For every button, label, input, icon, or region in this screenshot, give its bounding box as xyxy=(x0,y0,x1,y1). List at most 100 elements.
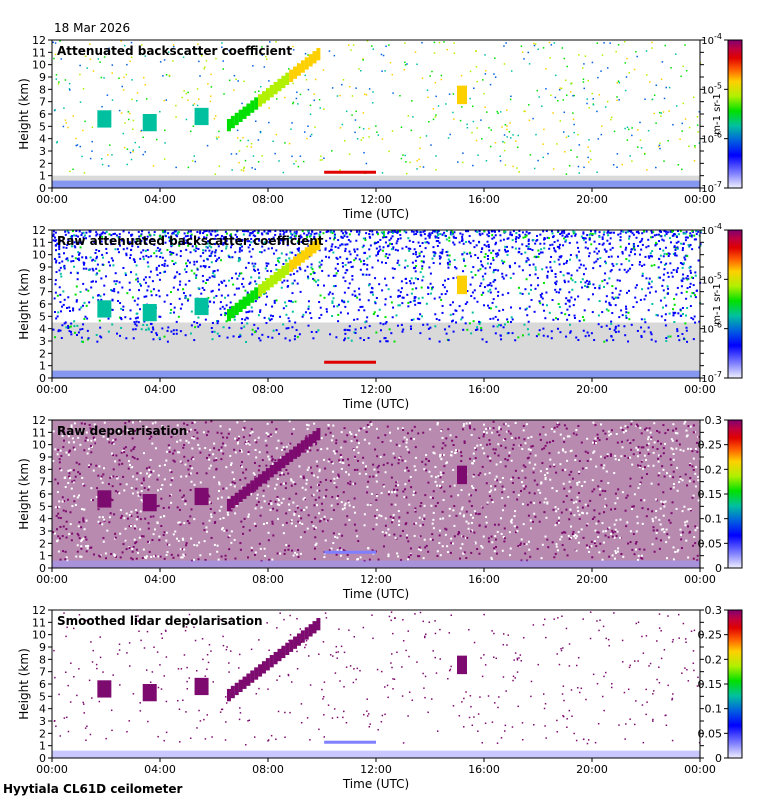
colorbar-unit: m-1 sr-1 xyxy=(712,283,723,325)
colorbar-tick-label: 0.1 xyxy=(705,513,723,526)
y-tick-label: 6 xyxy=(39,298,46,311)
x-tick-label: 12:00 xyxy=(360,383,392,396)
y-tick-label: 12 xyxy=(32,34,46,47)
x-tick-label: 04:00 xyxy=(144,573,176,586)
y-tick-label: 3 xyxy=(39,715,46,728)
y-tick-label: 11 xyxy=(32,46,46,59)
cloud-features xyxy=(52,238,700,378)
x-tick-label: 00:00 xyxy=(36,573,68,586)
heatmap-texture xyxy=(53,611,701,746)
x-tick-label: 08:00 xyxy=(252,573,284,586)
boundary-layer xyxy=(52,560,700,568)
x-tick-label: 04:00 xyxy=(144,193,176,206)
y-tick-label: 2 xyxy=(39,537,46,550)
colorbar-tick-label: 10-5 xyxy=(701,271,722,286)
y-tick-label: 5 xyxy=(39,310,46,323)
x-tick-label: 04:00 xyxy=(144,763,176,776)
y-tick-label: 4 xyxy=(39,323,46,336)
y-tick-label: 4 xyxy=(39,133,46,146)
colorbar-tick-label: 0 xyxy=(715,752,722,765)
x-tick-label: 20:00 xyxy=(576,763,608,776)
x-tick-label: 00:00 xyxy=(36,193,68,206)
colorbar-tick-label: 10-7 xyxy=(701,370,722,385)
y-tick-label: 5 xyxy=(39,690,46,703)
x-tick-label: 12:00 xyxy=(360,193,392,206)
y-tick-label: 10 xyxy=(32,59,46,72)
colorbar-unit: m-1 sr-1 xyxy=(712,93,723,135)
y-tick-label: 8 xyxy=(39,83,46,96)
y-tick-label: 12 xyxy=(32,224,46,237)
footer-label: Hyytiala CL61D ceilometer xyxy=(3,782,183,796)
plot-area xyxy=(52,40,700,188)
y-tick-label: 1 xyxy=(39,360,46,373)
y-tick-label: 6 xyxy=(39,108,46,121)
y-tick-label: 12 xyxy=(32,414,46,427)
x-tick-label: 20:00 xyxy=(576,573,608,586)
y-tick-label: 5 xyxy=(39,500,46,513)
colorbar-tick-label: 0.3 xyxy=(705,604,723,617)
y-tick-label: 3 xyxy=(39,335,46,348)
y-tick-label: 10 xyxy=(32,249,46,262)
y-axis-label: Height (km) xyxy=(17,648,31,719)
y-tick-label: 2 xyxy=(39,727,46,740)
colorbar xyxy=(727,39,743,189)
boundary-layer xyxy=(52,370,700,378)
panel-title: Attenuated backscatter coefficient xyxy=(57,44,292,58)
y-tick-label: 0 xyxy=(39,182,46,195)
noise-floor xyxy=(52,322,700,378)
heatmap-texture xyxy=(52,230,702,378)
x-tick-label: 04:00 xyxy=(144,383,176,396)
x-tick-label: 20:00 xyxy=(576,383,608,396)
y-tick-label: 1 xyxy=(39,740,46,753)
y-tick-label: 11 xyxy=(32,236,46,249)
colorbar-tick-label: 10-5 xyxy=(701,81,722,96)
y-tick-label: 7 xyxy=(39,286,46,299)
x-tick-label: 00:00 xyxy=(36,383,68,396)
colorbar-tick-label: 0 xyxy=(715,562,722,575)
x-tick-label: 00:00 xyxy=(36,763,68,776)
y-axis-label: Height (km) xyxy=(17,458,31,529)
y-tick-label: 2 xyxy=(39,157,46,170)
x-axis-label: Time (UTC) xyxy=(342,777,409,791)
x-tick-label: 08:00 xyxy=(252,383,284,396)
colorbar-tick-label: 0.15 xyxy=(698,678,723,691)
x-tick-label: 00:00 xyxy=(684,763,716,776)
y-tick-label: 10 xyxy=(32,439,46,452)
y-tick-label: 5 xyxy=(39,120,46,133)
panels: Attenuated backscatter coefficient012345… xyxy=(17,32,743,791)
x-tick-label: 16:00 xyxy=(468,573,500,586)
y-tick-label: 6 xyxy=(39,678,46,691)
y-tick-label: 7 xyxy=(39,476,46,489)
colorbar-tick-label: 0.05 xyxy=(698,537,723,550)
colorbar-tick-label: 0.25 xyxy=(698,439,723,452)
x-tick-label: 00:00 xyxy=(684,383,716,396)
panel-1: Attenuated backscatter coefficient012345… xyxy=(17,32,743,221)
panel-2: Raw attenuated backscatter coefficient01… xyxy=(17,222,743,411)
boundary-layer xyxy=(52,750,700,758)
y-tick-label: 11 xyxy=(32,616,46,629)
y-tick-label: 8 xyxy=(39,653,46,666)
panel-title: Raw depolarisation xyxy=(57,424,187,438)
x-axis-label: Time (UTC) xyxy=(342,587,409,601)
colorbar-tick-label: 10-6 xyxy=(701,321,722,336)
heatmap-texture xyxy=(52,420,702,568)
x-tick-label: 16:00 xyxy=(468,763,500,776)
colorbar xyxy=(727,229,743,379)
y-tick-label: 1 xyxy=(39,170,46,183)
y-tick-label: 2 xyxy=(39,347,46,360)
y-tick-label: 0 xyxy=(39,752,46,765)
x-tick-label: 00:00 xyxy=(684,193,716,206)
colorbar-tick-label: 10-4 xyxy=(701,32,722,47)
y-tick-label: 3 xyxy=(39,145,46,158)
y-tick-label: 0 xyxy=(39,372,46,385)
y-tick-label: 4 xyxy=(39,513,46,526)
panel-4: Smoothed lidar depolarisation01234567891… xyxy=(17,604,743,791)
y-tick-label: 0 xyxy=(39,562,46,575)
y-tick-label: 7 xyxy=(39,666,46,679)
boundary-layer xyxy=(52,180,700,188)
x-tick-label: 00:00 xyxy=(684,573,716,586)
colorbar-tick-label: 10-4 xyxy=(701,222,722,237)
cloud-features xyxy=(52,48,700,188)
x-tick-label: 12:00 xyxy=(360,763,392,776)
y-tick-label: 8 xyxy=(39,273,46,286)
